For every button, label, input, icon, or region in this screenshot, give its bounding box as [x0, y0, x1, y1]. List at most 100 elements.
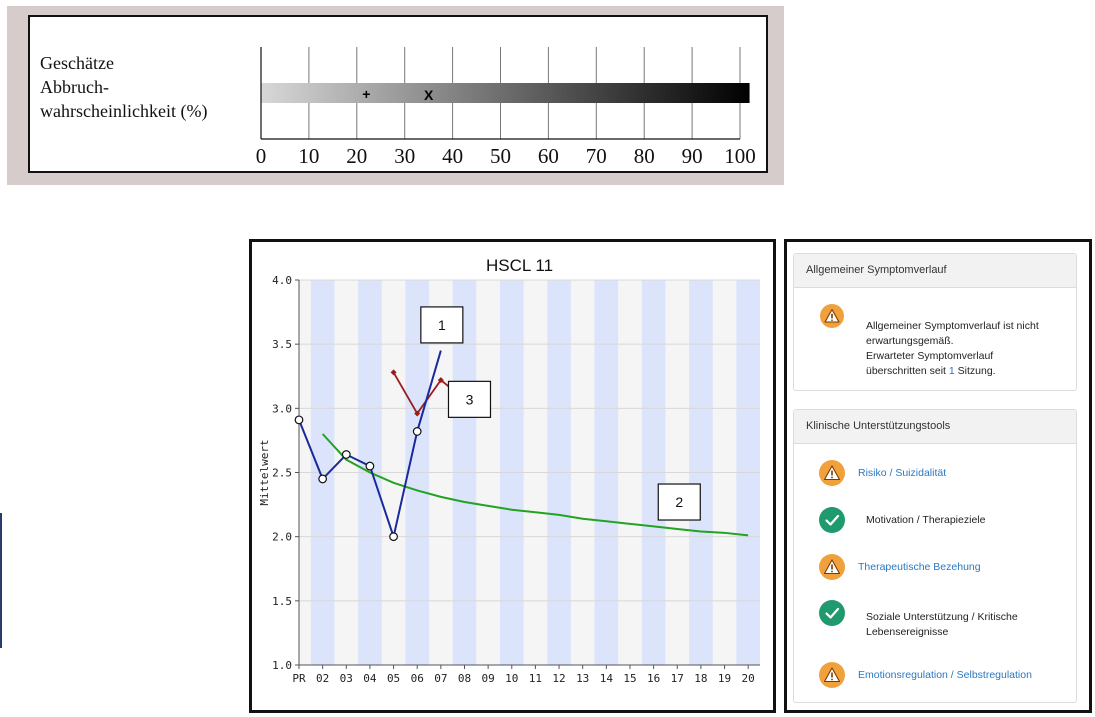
y-tick-label: 2.0: [272, 531, 292, 544]
checkmark-icon: [819, 507, 845, 533]
warning-icon: [819, 460, 845, 486]
hscl-chart: 1.0 1.5 2.0 2.5 3.0 3.5 4.0 PR 02 03 04 05 06 07 08 09 1…: [258, 256, 760, 685]
x-tick-label: PR: [292, 672, 306, 685]
general-symptom-card: Allgemeiner Symptomverlauf Allgemeiner S…: [793, 253, 1077, 391]
general-symptom-header: Allgemeiner Symptomverlauf: [794, 254, 1076, 288]
warning-dot: [831, 476, 833, 479]
warning-icon: [819, 554, 845, 580]
scale-tick-label: 0: [256, 144, 267, 168]
check-mark: [825, 607, 840, 619]
dropout-label-line: Geschätze: [40, 53, 114, 73]
scale-tick-label: 80: [634, 144, 655, 168]
x-tick-label: 06: [411, 672, 424, 685]
x-tick-label: 19: [718, 672, 731, 685]
comparison-point: [414, 410, 421, 417]
probability-gradient-bar: [261, 83, 750, 103]
annotation-box: [420, 306, 464, 344]
x-tick-label: 11: [529, 672, 542, 685]
patient-score-point: [412, 427, 422, 436]
message-line: Allgemeiner Symptomverlauf ist nicht: [866, 320, 1039, 332]
message-line: überschritten seit 1 Sitzung.: [866, 364, 1066, 379]
tool-label-line2: Lebensereignisse: [866, 626, 949, 638]
message-text: Sitzung.: [954, 365, 996, 377]
scale-tick-label: 20: [346, 144, 367, 168]
patient-score-point: [389, 532, 398, 542]
scale-tick-label: 40: [442, 144, 463, 168]
y-tick-label: 2.5: [272, 467, 292, 480]
annotation-label: 1: [438, 317, 446, 333]
scale-tick-label: 10: [298, 144, 319, 168]
x-tick-label: 12: [552, 672, 565, 685]
warning-dot: [831, 570, 833, 573]
check-circle: [819, 600, 845, 626]
patient-score-point: [365, 461, 375, 471]
tool-emotion-regulation[interactable]: Emotionsregulation / Selbstregulation: [794, 662, 1076, 692]
dropout-label-line: wahrscheinlichkeit (%): [40, 101, 208, 121]
warning-dot: [831, 678, 833, 681]
scale-tick-label: 30: [394, 144, 415, 168]
scale-tick-label: 70: [586, 144, 607, 168]
checkmark-icon: [819, 600, 845, 626]
feedback-side-panel: Allgemeiner Symptomverlauf Allgemeiner S…: [784, 239, 1092, 713]
annotation-label: 3: [466, 391, 474, 407]
x-tick-label: 08: [458, 672, 471, 685]
y-tick-label: 1.5: [272, 595, 292, 608]
clinical-tools-card: Klinische Unterstützungstools Risiko / S…: [793, 409, 1077, 703]
warning-dot: [831, 319, 833, 321]
annotation-box: [657, 483, 701, 521]
message-text: überschritten seit: [866, 365, 949, 377]
x-tick-label: 05: [387, 672, 400, 685]
x-tick-label: 10: [505, 672, 518, 685]
patient-score-point: [341, 450, 351, 459]
x-tick-label: 13: [576, 672, 589, 685]
y-tick-label: 3.5: [272, 338, 292, 351]
comparison-point: [390, 369, 397, 376]
x-tick-label: 03: [340, 672, 353, 685]
patient-score-point: [294, 415, 304, 425]
dropout-probability-box: Geschätze Abbruch- wahrscheinlichkeit (%…: [28, 15, 768, 173]
x-tick-label: 20: [742, 672, 755, 685]
dropout-probability-panel: Geschätze Abbruch- wahrscheinlichkeit (%…: [7, 6, 784, 185]
general-symptom-message: Allgemeiner Symptomverlauf ist nicht erw…: [866, 319, 1066, 379]
x-tick-label: 07: [434, 672, 447, 685]
message-line: erwartungsgemäß.: [866, 335, 954, 347]
chart-title: HSCL 11: [486, 256, 553, 275]
estimate-plus-marker: +: [362, 86, 370, 102]
x-tick-label: 15: [623, 672, 636, 685]
x-tick-label: 18: [694, 672, 707, 685]
y-axis-label: Mittelwert: [258, 439, 271, 505]
tool-label[interactable]: Emotionsregulation / Selbstregulation: [858, 669, 1032, 681]
session-count: 1: [948, 365, 955, 377]
tool-label[interactable]: Therapeutische Bezehung: [858, 561, 981, 573]
dropout-scale-label: Geschätze Abbruch- wahrscheinlichkeit (%…: [40, 51, 207, 123]
warning-icon: [819, 662, 845, 688]
annotation-label: 2: [675, 494, 683, 510]
check-mark: [825, 514, 840, 526]
estimate-x-marker: X: [424, 87, 434, 103]
scale-tick-label: 60: [538, 144, 559, 168]
check-circle: [819, 507, 845, 533]
scale-tick-label: 50: [490, 144, 511, 168]
tool-risk-suicidality[interactable]: Risiko / Suizidalität: [794, 460, 1076, 490]
warning-icon: [820, 304, 844, 328]
hscl-chart-frame: 1.0 1.5 2.0 2.5 3.0 3.5 4.0 PR 02 03 04 05 06 07 08 09 1…: [249, 239, 776, 713]
annotation-box: [447, 380, 492, 418]
tool-therapeutic-relationship[interactable]: Therapeutische Bezehung: [794, 554, 1076, 584]
y-tick-label: 1.0: [272, 659, 292, 672]
scale-tick-label: 100: [724, 144, 756, 168]
x-tick-label: 02: [316, 672, 329, 685]
x-tick-label: 09: [482, 672, 495, 685]
edge-divider: [0, 513, 2, 648]
y-tick-label: 3.0: [272, 402, 292, 415]
patient-score-point: [318, 474, 328, 484]
comparison-point: [437, 377, 444, 384]
x-tick-label: 14: [600, 672, 614, 685]
x-tick-label: 17: [671, 672, 684, 685]
scale-tick-label: 90: [682, 144, 703, 168]
tool-label: Motivation / Therapieziele: [866, 514, 986, 526]
tool-label[interactable]: Risiko / Suizidalität: [858, 467, 947, 479]
expected-trend-line: [321, 433, 749, 537]
tool-social-support: Soziale Unterstützung / Kritische Lebens…: [794, 600, 1076, 644]
dropout-scale: 0 10 20 30 40 50 60 70 80 90 100 + X: [256, 47, 756, 168]
message-line: Erwarteter Symptomverlauf: [866, 350, 994, 362]
